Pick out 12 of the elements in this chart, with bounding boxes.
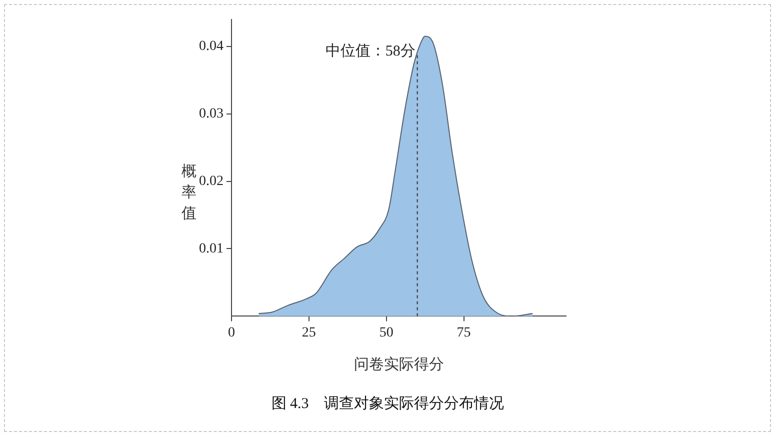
y-tick-label: 0.03 [199, 106, 224, 122]
y-tick-label: 0.04 [199, 39, 224, 54]
x-tick-label: 0 [228, 325, 235, 340]
x-tick-label: 25 [302, 325, 316, 340]
ref-line-label: 中位值：58分 [325, 42, 416, 60]
text: 图 4.3 调查对象实际得分分布情况 [270, 394, 505, 413]
y-tick-label: 0.02 [199, 174, 224, 189]
y-tick-label: 0.01 [199, 241, 224, 256]
x-tick-label: 50 [379, 325, 394, 340]
y-axis-title: 概率值 [180, 162, 198, 224]
x-axis-title: 问卷实际得分 [354, 356, 444, 373]
x-tick-label: 75 [456, 325, 471, 340]
